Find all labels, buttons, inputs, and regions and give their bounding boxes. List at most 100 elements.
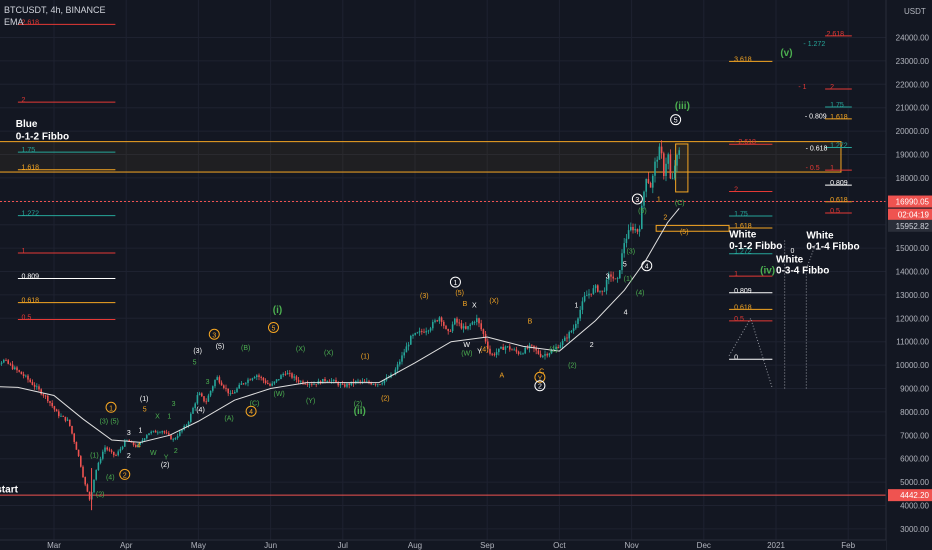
candle-body	[16, 367, 18, 371]
candle-body	[663, 153, 665, 177]
time-tick-label: Jul	[338, 541, 348, 550]
candle-body	[594, 285, 597, 289]
candle-body	[498, 348, 500, 353]
wave-label: 1.618	[22, 165, 40, 172]
candle-body	[170, 434, 172, 440]
candle-body	[465, 326, 467, 329]
wave-label: 2	[123, 472, 127, 479]
candle-body	[491, 353, 493, 355]
fib-box	[0, 141, 842, 173]
candle-body	[168, 433, 170, 435]
wave-label: (2)	[381, 396, 390, 403]
wave-label: 3	[206, 379, 210, 386]
wave-label-circle	[267, 321, 279, 333]
candle-body	[258, 375, 260, 377]
candle-body	[535, 348, 537, 351]
candle-body	[82, 466, 84, 478]
candle-body	[3, 359, 5, 363]
candle-body	[537, 350, 540, 354]
candle-body	[146, 435, 148, 439]
candle-body	[520, 353, 522, 355]
candle-body	[502, 346, 504, 350]
candle-body	[220, 382, 223, 386]
wave-label: Y	[164, 455, 169, 462]
candle-body	[335, 380, 337, 383]
candle-body	[264, 380, 267, 384]
candle-body	[482, 329, 485, 334]
candle-body	[621, 253, 623, 271]
price-tick-label: 23000.00	[896, 57, 930, 66]
time-tick-label: Oct	[553, 541, 566, 550]
candle-body	[141, 440, 144, 442]
wave-label: 4	[645, 264, 649, 271]
price-tick-label: 15000.00	[896, 244, 930, 253]
wave-label-circle	[534, 371, 546, 383]
candle-body	[493, 354, 496, 356]
candle-body	[429, 328, 432, 331]
candle-body	[570, 331, 573, 333]
candle-body	[471, 322, 474, 325]
wave-label: 1.618	[830, 114, 848, 121]
candle-body	[330, 380, 333, 382]
candle-body	[234, 392, 236, 394]
wave-label: (X)	[489, 298, 498, 305]
price-tick-label: 13000.00	[896, 291, 930, 300]
candle-body	[528, 344, 531, 349]
candle-body	[194, 403, 196, 408]
wave-label: Y	[538, 375, 543, 382]
wave-label: 2	[590, 342, 594, 349]
candle-body	[25, 375, 27, 377]
candle-body	[564, 337, 566, 341]
candle-body	[590, 293, 592, 295]
price-tick-label: 21000.00	[896, 104, 930, 113]
wave-label: 0.5	[22, 314, 32, 321]
candle-body	[403, 352, 405, 356]
wave-label: 1.272	[22, 211, 40, 218]
candle-body	[603, 290, 606, 292]
wave-label: 2	[663, 215, 667, 222]
wave-label: (2)	[161, 462, 170, 469]
candle-body	[359, 380, 361, 382]
indicator-label[interactable]: EMA	[4, 17, 24, 27]
candle-body	[526, 347, 529, 349]
candle-body	[418, 331, 421, 333]
wave-label: 0	[734, 354, 738, 361]
wave-label: (4)	[636, 290, 645, 297]
candle-body	[256, 375, 258, 378]
candle-body	[436, 320, 438, 322]
wave-label: - 1	[798, 84, 806, 91]
candle-body	[9, 363, 12, 365]
candle-body	[284, 373, 287, 375]
candle-body	[22, 374, 25, 377]
time-tick-label: Jun	[264, 541, 277, 550]
time-axis-background	[0, 540, 886, 550]
candle-body	[346, 383, 348, 387]
candle-body	[66, 419, 69, 421]
price-tick-label: 4000.00	[900, 502, 929, 511]
candle-body	[383, 380, 386, 384]
symbol-line[interactable]: BTCUSDT, 4h, BINANCE	[4, 5, 106, 15]
wave-label: 1.75	[22, 147, 36, 154]
wave-label: (iv)	[760, 266, 775, 277]
price-tag: 4442.20	[900, 491, 929, 500]
candle-body	[115, 455, 117, 456]
price-tick-label: 9000.00	[900, 385, 929, 394]
candle-body	[388, 377, 390, 379]
candle-body	[372, 384, 375, 386]
time-tick-label: Apr	[120, 541, 133, 550]
wave-label: 4	[624, 309, 628, 316]
price-axis: 3000.00 4000.00 5000.00 6000.00 7000.00 8000.…	[885, 0, 932, 550]
candle-body	[172, 439, 174, 441]
wave-label: 1	[734, 271, 738, 278]
wave-label: (3)	[420, 293, 429, 300]
candle-body	[236, 388, 238, 393]
wave-label: Y	[477, 349, 482, 356]
candle-body	[630, 226, 632, 231]
candle-body	[652, 175, 654, 188]
wave-label: (1)	[361, 354, 370, 361]
candle-body	[207, 395, 210, 402]
wave-label: (B)	[241, 345, 250, 352]
candle-body	[209, 390, 212, 396]
time-tick-label: Dec	[697, 541, 711, 550]
